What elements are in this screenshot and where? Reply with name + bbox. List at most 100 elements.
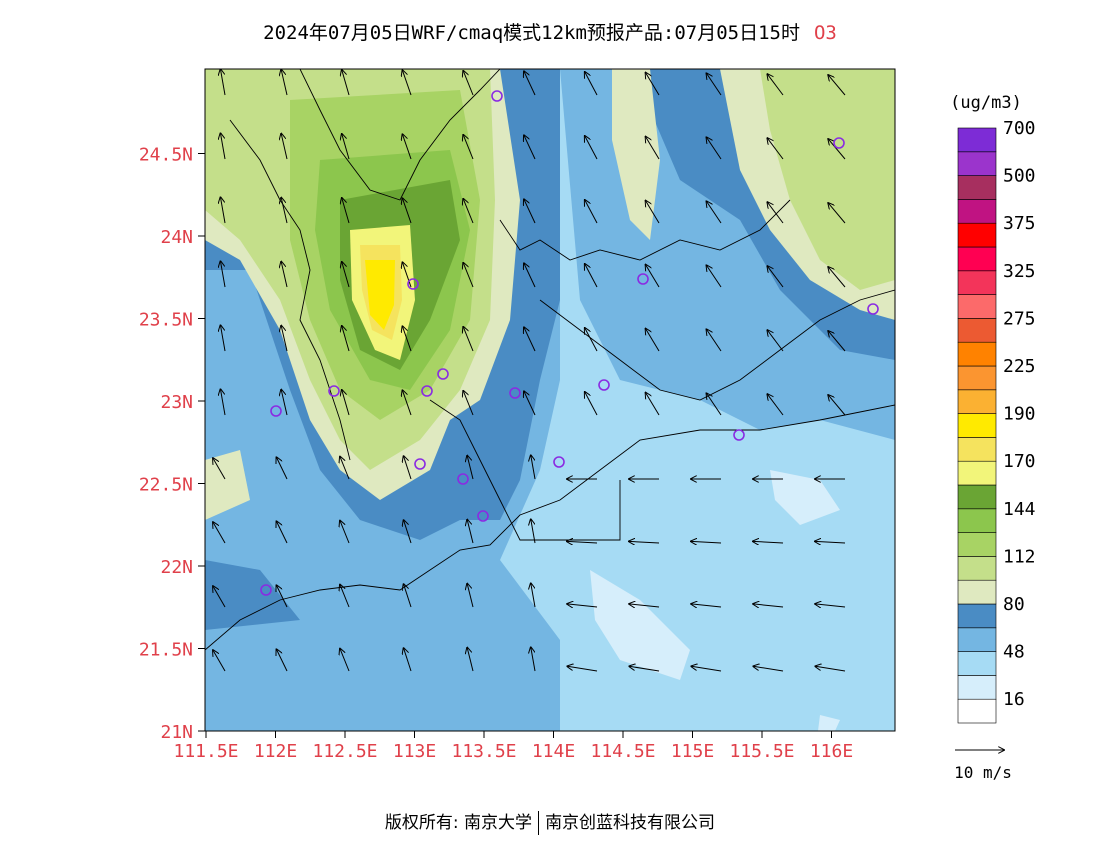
legend-swatch xyxy=(957,294,997,319)
wind-arrow xyxy=(828,75,846,96)
wind-arrow xyxy=(463,391,474,416)
legend-unit: (ug/m3) xyxy=(950,93,1022,113)
wind-arrow xyxy=(281,262,288,288)
legend-label: 275 xyxy=(1003,308,1036,329)
wind-arrow xyxy=(524,263,536,288)
legend-label: 144 xyxy=(1003,499,1036,520)
wind-arrow xyxy=(691,604,722,607)
map-frame xyxy=(204,68,896,732)
station-marker xyxy=(457,473,469,485)
legend-label: 500 xyxy=(1003,166,1036,187)
wind-arrow xyxy=(342,390,350,416)
lat-tick-label: 24.5N xyxy=(139,145,193,166)
map-title: 2024年07月05日WRF/cmaq模式12km预报产品:07月05日15时 O… xyxy=(0,18,1100,45)
legend-swatch xyxy=(957,532,997,557)
station-marker xyxy=(598,379,610,391)
station-marker xyxy=(437,368,449,380)
station-marker xyxy=(477,510,489,522)
legend-swatch xyxy=(957,151,997,176)
copyright-footer: 版权所有: 南京大学 南京创蓝科技有限公司 xyxy=(0,808,1100,835)
legend-swatch xyxy=(957,508,997,533)
wind-arrow xyxy=(213,586,226,608)
wind-arrow xyxy=(281,198,288,224)
station-marker xyxy=(553,456,565,468)
wind-arrow xyxy=(629,541,660,543)
wind-arrow xyxy=(463,263,474,288)
legend-swatch xyxy=(957,627,997,652)
wind-arrow xyxy=(646,73,660,96)
wind-arrow xyxy=(213,650,226,672)
wind-arrow xyxy=(281,390,288,416)
wind-arrow xyxy=(213,458,226,480)
wind-arrow xyxy=(767,74,784,96)
wind-arrow xyxy=(753,541,784,543)
wind-arrow xyxy=(531,519,536,544)
wind-arrow xyxy=(767,202,784,224)
lon-tick-label: 111.5E xyxy=(173,741,238,762)
wind-arrow xyxy=(815,666,846,672)
wind-arrow xyxy=(531,583,536,608)
wind-arrow xyxy=(340,521,350,544)
wind-arrow xyxy=(815,604,846,607)
wind-arrow xyxy=(403,70,412,96)
wind-arrow xyxy=(281,70,288,96)
lat-tick-label: 21.5N xyxy=(139,640,193,661)
wind-arrow xyxy=(828,203,846,224)
wind-arrow xyxy=(221,389,226,416)
lon-tick-label: 114.5E xyxy=(590,741,655,762)
wind-arrow xyxy=(221,261,226,288)
lat-tick-label: 23.5N xyxy=(139,310,193,331)
wind-arrow xyxy=(467,584,474,608)
legend-swatch xyxy=(957,484,997,510)
legend-swatch xyxy=(957,199,997,224)
wind-arrow xyxy=(463,327,474,352)
credit-right: 南京创蓝科技有限公司 xyxy=(545,813,716,833)
wind-arrow xyxy=(707,329,722,352)
wind-arrow xyxy=(277,521,288,544)
wind-arrow xyxy=(828,395,846,416)
legend-swatch xyxy=(957,127,997,153)
wind-arrow xyxy=(629,666,660,672)
credit-left: 版权所有: 南京大学 xyxy=(384,813,533,833)
wind-arrow xyxy=(828,331,846,352)
legend-label: 225 xyxy=(1003,356,1036,377)
lat-tick-label: 23N xyxy=(160,392,193,413)
wind-arrow xyxy=(753,604,784,607)
lon-tick-label: 113.5E xyxy=(451,741,516,762)
wind-arrow xyxy=(646,329,660,352)
wind-arrow xyxy=(404,584,412,608)
monitoring-stations xyxy=(260,90,879,596)
wind-arrow xyxy=(467,456,474,480)
wind-arrow xyxy=(691,541,722,543)
wind-arrow xyxy=(815,541,846,543)
station-marker xyxy=(270,405,282,417)
station-marker xyxy=(833,137,845,149)
lon-tick-label: 112E xyxy=(254,741,297,762)
station-marker xyxy=(637,273,649,285)
wind-arrow xyxy=(281,134,288,160)
legend-swatch xyxy=(957,603,997,629)
wind-vectors xyxy=(213,69,846,672)
lon-tick-label: 116E xyxy=(810,741,853,762)
wind-arrow xyxy=(707,265,722,288)
wind-arrow xyxy=(342,326,350,352)
wind-arrow xyxy=(403,390,412,416)
wind-arrow xyxy=(463,71,474,96)
wind-arrow xyxy=(340,585,350,608)
wind-arrow xyxy=(585,392,598,416)
wind-arrow xyxy=(403,134,412,160)
legend-swatch xyxy=(957,651,997,676)
wind-arrow xyxy=(213,522,226,544)
lon-tick-label: 112.5E xyxy=(312,741,377,762)
legend-swatch xyxy=(957,246,997,272)
legend-swatch xyxy=(957,579,997,605)
legend-swatch xyxy=(957,556,997,581)
wind-arrow xyxy=(340,457,350,480)
wind-arrow xyxy=(646,137,660,160)
wind-arrow xyxy=(221,133,226,160)
legend-swatch xyxy=(957,175,997,200)
lon-tick-label: 113E xyxy=(393,741,436,762)
wind-arrow xyxy=(340,649,350,672)
lon-tick-label: 115.5E xyxy=(729,741,794,762)
lat-tick-label: 22.5N xyxy=(139,475,193,496)
